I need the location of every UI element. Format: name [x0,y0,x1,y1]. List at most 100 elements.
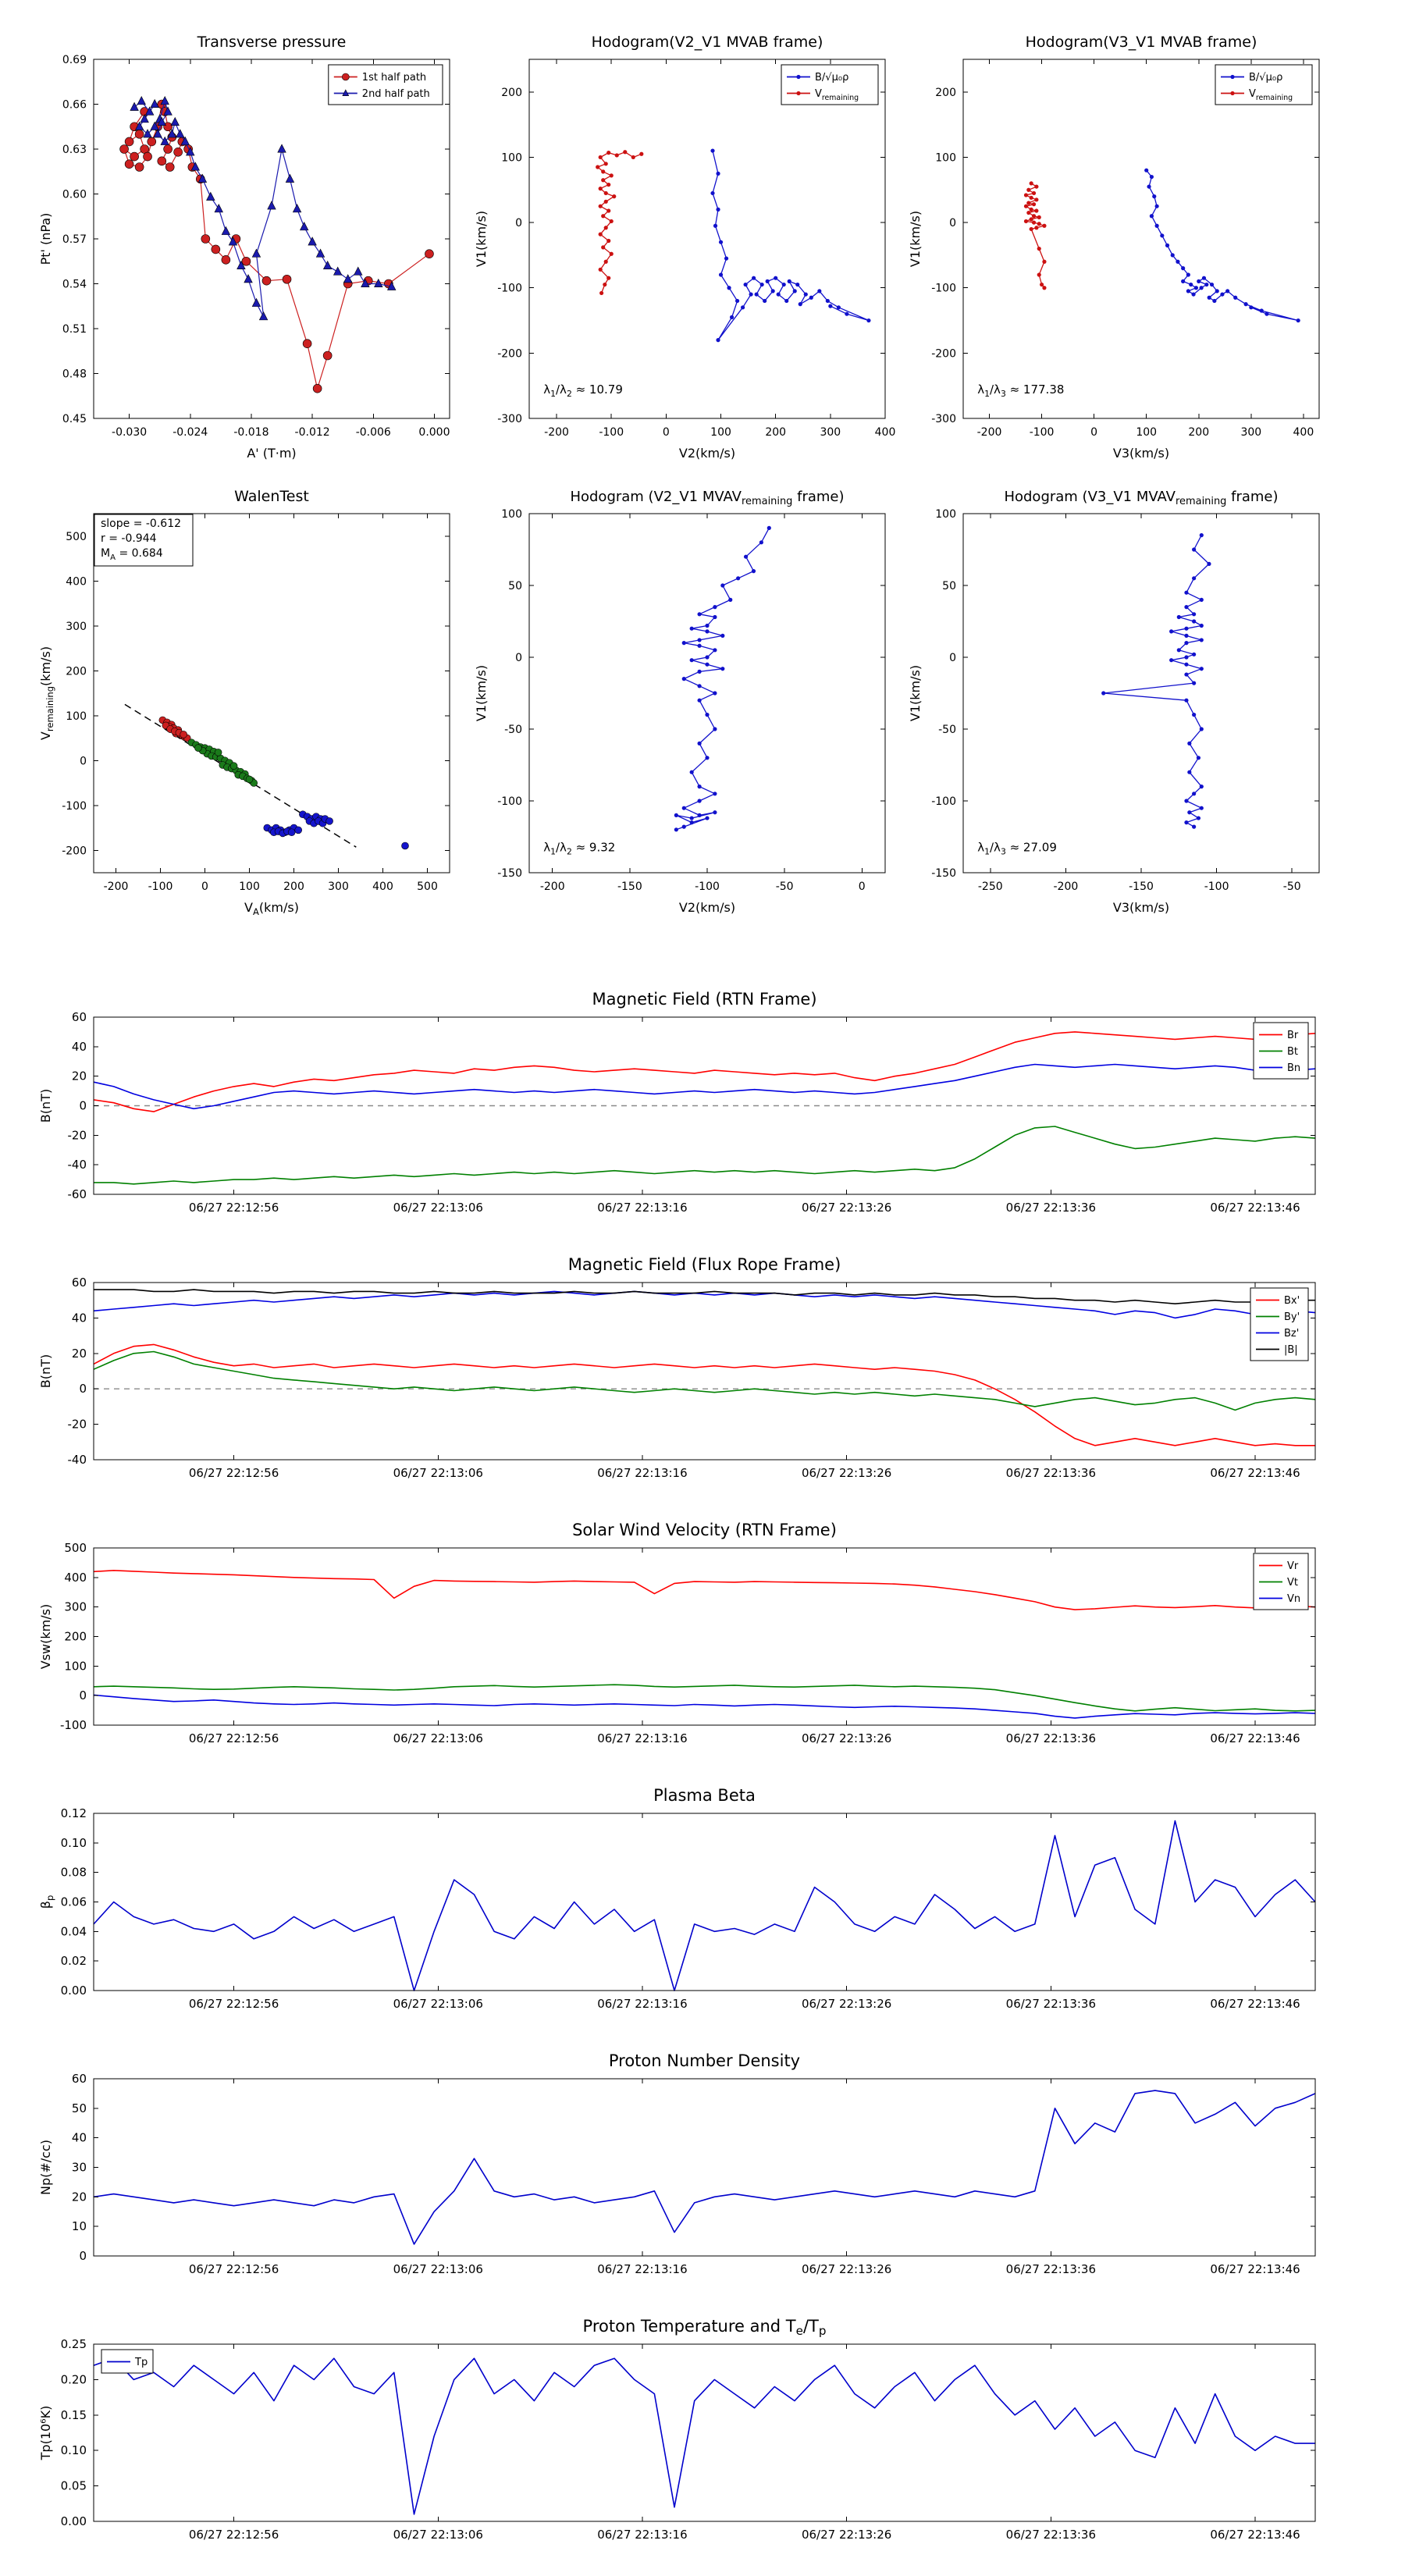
marker-dot [845,311,849,316]
x-tick-label: -0.006 [356,426,391,439]
marker-dot [1149,214,1154,219]
marker-dot [784,298,789,304]
legend-label: B/√μ₀ρ [815,72,848,84]
marker-dot [1029,226,1033,232]
marker-dot [705,756,710,760]
marker-dot [795,282,800,287]
marker-circle [165,162,175,172]
marker-circle [245,775,254,784]
series-Tp [93,2357,1315,2515]
x-tick-label: 400 [372,881,393,893]
marker-triangle [221,226,231,235]
marker-dot [767,525,771,530]
y-tick-label: 0.45 [62,413,87,425]
panel-proton-temperature: 06/27 22:12:56 06/27 22:13:06 06/27 22:13:… [23,2307,1335,2556]
marker-circle [294,826,303,834]
x-tick-label: 06/27 22:13:26 [802,2262,891,2276]
marker-dot [718,240,724,244]
legend-label: |B| [1284,1344,1298,1356]
x-tick-label: -100 [1204,881,1229,893]
marker-triangle [333,266,343,276]
y-tick-label: 100 [501,151,522,164]
marker-dot [1160,233,1165,238]
y-tick-label: -150 [931,867,956,880]
series-b-over-sqrt-mu0rho [1146,169,1299,322]
marker-dot [1026,210,1031,215]
marker-circle [173,148,183,157]
y-tick-label: 400 [64,1571,87,1585]
marker-dot [1187,810,1192,815]
marker-circle [130,151,139,162]
y-tick-label: 0 [949,217,956,229]
marker-dot [1184,633,1189,638]
marker-dot [609,219,614,224]
marker-dot [1199,597,1204,602]
y-tick-label: 0.00 [61,1984,87,1998]
chart-hodogram-v3v1-mvab: -200 -100 0 100 200 300 400 -300 -200 -100 0 100 200… [908,34,1320,461]
panel-title: Solar Wind Velocity (RTN Frame) [572,1521,837,1539]
annotation: λ1​/λ3​ ≈ 27.09 [977,840,1057,856]
panel-magnetic-field-fluxrope: 06/27 22:12:56 06/27 22:13:06 06/27 22:13:… [23,1245,1335,1495]
marker-dot [1039,282,1044,287]
x-tick-label: 06/27 22:12:56 [189,1731,279,1745]
legend-box [1215,64,1313,105]
marker-dot [681,677,686,681]
marker-dot [1184,641,1189,646]
marker-dot [1152,194,1157,199]
marker-dot [1264,311,1269,316]
y-axis-label: Pt' (nPa) [38,213,53,265]
legend-box [781,64,879,105]
marker-dot [728,597,733,602]
x-tick-label: 06/27 22:13:36 [1006,1997,1096,2011]
marker-dot [1042,286,1047,290]
marker-dot [681,641,686,646]
marker-dot [743,282,748,287]
stats-line: slope = -0.612 [101,518,181,530]
legend-label: 1st half path [362,72,426,84]
marker-triangle [342,89,350,96]
marker-dot [792,289,797,294]
y-tick-label: -200 [62,845,87,857]
marker-dot [710,148,715,153]
y-tick-label: 200 [66,665,87,678]
series-Vt [93,1684,1316,1712]
y-axis-label: B(nT) [38,1354,53,1388]
y-tick-label: 0.04 [61,1924,87,1938]
marker-dot [601,214,606,219]
y-tick-label: 0.10 [61,2443,87,2457]
x-tick-label: -200 [104,881,129,893]
marker-triangle [322,260,333,270]
marker-dot [1243,302,1248,307]
x-tick-label: 06/27 22:13:16 [597,1201,687,1215]
y-tick-label: 0.20 [61,2372,87,2386]
marker-dot [809,295,813,300]
x-tick-label: 06/27 22:13:06 [393,2262,483,2276]
marker-dot [713,810,717,815]
marker-dot [716,171,720,176]
marker-circle [229,762,238,770]
x-tick-label: 06/27 22:13:36 [1006,1201,1096,1215]
marker-dot [1233,295,1238,300]
marker-dot [598,232,603,237]
plot-background [963,514,1319,873]
chart-hodogram-v2v1-mvav: -200 -150 -100 -50 0 -150 -100 -50 0 50 100 Hodogra… [474,489,886,915]
marker-circle [241,256,251,266]
marker-dot [716,207,720,212]
legend-label: Vremaining​ [815,88,859,102]
marker-triangle [251,248,261,258]
x-tick-label: 0 [1090,426,1097,439]
marker-dot [1192,547,1197,552]
marker-dot [710,190,715,196]
x-axis-label: VA​(km/s) [244,900,299,917]
x-tick-label: 06/27 22:13:06 [393,1201,483,1215]
marker-dot [1199,667,1204,671]
panel-title: Proton Number Density [609,2051,800,2070]
marker-circle [211,244,221,254]
marker-circle [325,817,333,825]
marker-dot [1192,652,1197,656]
y-axis-label: V1(km/s) [474,211,489,267]
marker-dot [1207,561,1211,566]
marker-dot [1199,623,1204,628]
y-tick-label: 500 [64,1541,87,1555]
chart-transverse-pressure: -0.030 -0.024 -0.018 -0.012 -0.006 0.000 0.45 0… [38,34,450,461]
